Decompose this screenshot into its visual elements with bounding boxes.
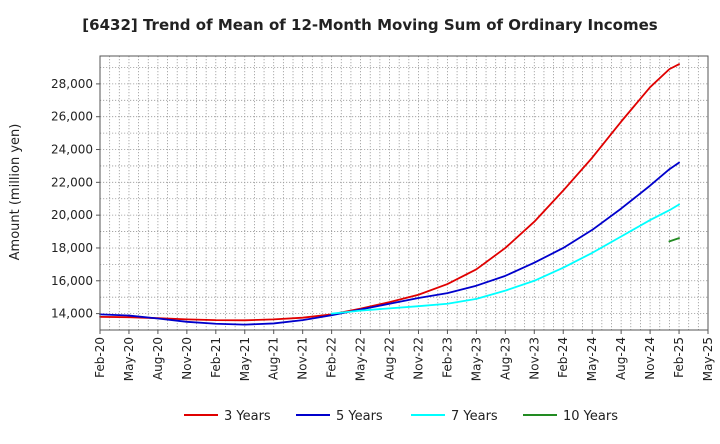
y-tick-label: 16,000 (51, 274, 93, 288)
legend-label: 7 Years (451, 409, 498, 424)
x-tick-label: Nov-23 (527, 337, 541, 380)
legend-label: 3 Years (224, 409, 271, 424)
y-axis-ticks: 14,000 16,000 18,000 20,000 22,000 24,000 26,0… (51, 77, 100, 321)
series-line-3-years (99, 63, 680, 322)
x-tick-label: Feb-22 (325, 337, 339, 378)
x-tick-label: Aug-21 (267, 337, 281, 380)
y-tick-label: 20,000 (51, 208, 93, 222)
y-tick-label: 22,000 (51, 175, 93, 189)
x-tick-label: May-21 (238, 337, 252, 381)
series-line-5-years (99, 161, 680, 326)
x-tick-label: Nov-20 (180, 337, 194, 380)
x-tick-label: Nov-24 (643, 337, 657, 380)
y-tick-label: 26,000 (51, 110, 93, 124)
x-tick-label: Aug-20 (151, 337, 165, 380)
series-line-7-years (330, 203, 680, 315)
series-lines (99, 63, 680, 326)
x-tick-label: May-20 (122, 337, 136, 381)
legend-label: 10 Years (563, 409, 618, 424)
chart-title: [6432] Trend of Mean of 12-Month Moving … (82, 16, 657, 34)
y-tick-label: 14,000 (51, 307, 93, 321)
x-tick-label: May-22 (354, 337, 368, 381)
x-tick-label: Aug-23 (498, 337, 512, 380)
y-tick-label: 24,000 (51, 143, 93, 157)
legend-label: 5 Years (336, 409, 383, 424)
x-axis-ticks: Feb-20 May-20 Aug-20 Nov-20 Feb-21 May-21 Aug-… (93, 330, 715, 381)
plot-frame (99, 55, 709, 331)
y-tick-label: 18,000 (51, 241, 93, 255)
x-tick-label: Aug-22 (383, 337, 397, 380)
x-tick-label: May-25 (701, 337, 715, 381)
grid (100, 56, 708, 330)
x-tick-label: Feb-21 (209, 337, 223, 378)
x-tick-label: Feb-20 (93, 337, 107, 378)
x-tick-label: Feb-23 (440, 337, 454, 378)
y-tick-label: 28,000 (51, 77, 93, 91)
x-tick-label: Feb-24 (556, 337, 570, 378)
series-line-10-years (668, 237, 680, 243)
x-tick-label: Feb-25 (672, 337, 686, 378)
x-tick-label: Nov-22 (411, 337, 425, 380)
legend: 3 Years 5 Years 7 Years 10 Years (184, 409, 618, 424)
x-tick-label: May-24 (585, 337, 599, 381)
x-tick-label: Nov-21 (296, 337, 310, 380)
x-tick-label: May-23 (469, 337, 483, 381)
x-tick-label: Aug-24 (614, 337, 628, 380)
y-axis-label: Amount (million yen) (8, 124, 23, 261)
